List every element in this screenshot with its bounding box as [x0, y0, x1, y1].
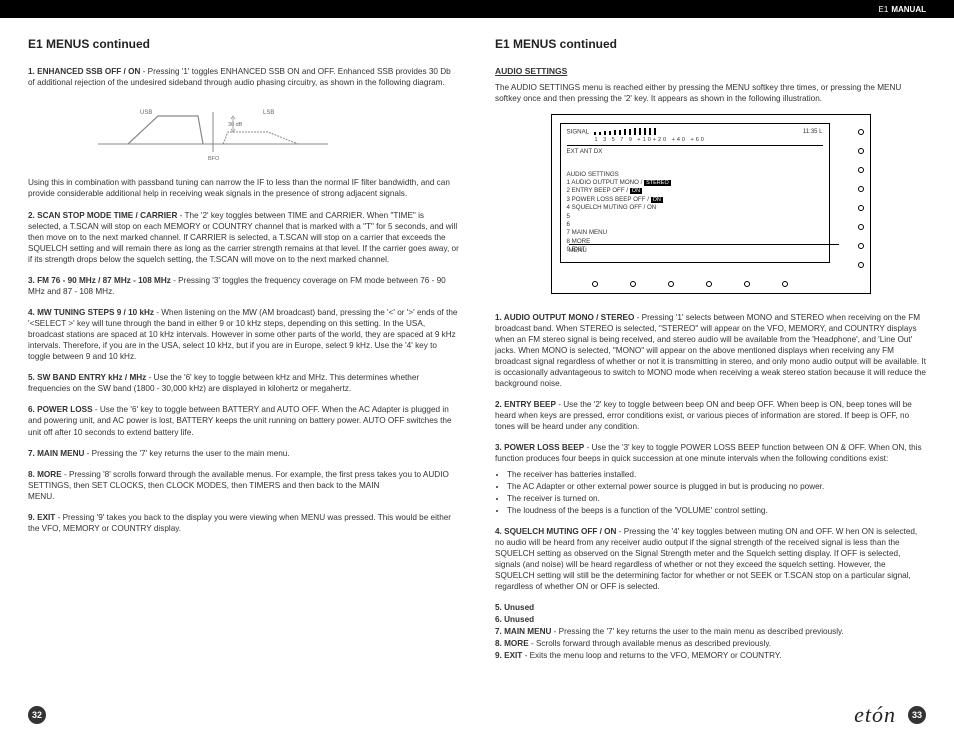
lcd-side-buttons — [858, 129, 864, 268]
bullet: The AC Adapter or other external power s… — [507, 481, 926, 492]
audio-settings-subhead: AUDIO SETTINGS — [495, 66, 926, 77]
right-item-9: 9. EXIT - Exits the menu loop and return… — [495, 650, 926, 661]
lcd-bottom-buttons — [592, 281, 788, 287]
brand-logo: etón — [854, 702, 896, 728]
svg-text:USB: USB — [140, 110, 152, 116]
left-item-1: 1. ENHANCED SSB OFF / ON - Pressing '1' … — [28, 66, 459, 88]
bullet: The loudness of the beeps is a function … — [507, 505, 926, 516]
right-item-5: 5. Unused — [495, 602, 926, 613]
left-item-7: 7. MAIN MENU - Pressing the '7' key retu… — [28, 448, 459, 459]
lcd-time: 11:35 L — [803, 128, 823, 136]
right-title: E1 MENUS continued — [495, 36, 926, 52]
ssb-diagram: USB LSB 30 dB BFO — [88, 104, 338, 164]
left-item-9: 9. EXIT - Pressing '9' takes you back to… — [28, 512, 459, 534]
right-item-4: 4. SQUELCH MUTING OFF / ON - Pressing th… — [495, 526, 926, 592]
page-number-right: 33 — [908, 706, 926, 724]
left-column: E1 MENUS continued 1. ENHANCED SSB OFF /… — [28, 36, 459, 661]
svg-text:BFO: BFO — [208, 156, 220, 162]
header-suffix: MANUAL — [891, 5, 926, 14]
bullet: The receiver is turned on. — [507, 493, 926, 504]
right-item-7: 7. MAIN MENU - Pressing the '7' key retu… — [495, 626, 926, 637]
left-item-8b: MENU. — [28, 491, 459, 502]
right-item-2: 2. ENTRY BEEP - Use the '2' key to toggl… — [495, 399, 926, 432]
header-prefix: E1 — [879, 5, 889, 14]
left-item-5: 5. SW BAND ENTRY kHz / MHz - Use the '6'… — [28, 372, 459, 394]
page-spread: E1 MENUS continued 1. ENHANCED SSB OFF /… — [0, 18, 954, 701]
left-item-3: 3. FM 76 - 90 MHz / 87 MHz - 108 MHz - P… — [28, 275, 459, 297]
page-number-left: 32 — [28, 706, 46, 724]
right-item-6: 6. Unused — [495, 614, 926, 625]
bullet: The receiver has batteries installed. — [507, 469, 926, 480]
right-item-8: 8. MORE - Scrolls forward through availa… — [495, 638, 926, 649]
left-item-6: 6. POWER LOSS - Use the '6' key to toggl… — [28, 404, 459, 437]
lcd-illustration: SIGNAL 11:35 L 1 3 5 7 9 +10+20 — [495, 114, 926, 294]
right-item-3: 3. POWER LOSS BEEP - Use the '3' key to … — [495, 442, 926, 464]
svg-text:30 dB: 30 dB — [228, 122, 243, 128]
lcd-ext: EXT ANT DX — [567, 145, 823, 156]
left-item-note: Using this in combination with passband … — [28, 177, 459, 199]
bullet-list: The receiver has batteries installed. Th… — [507, 469, 926, 516]
lcd-menu: AUDIO SETTINGS 1 AUDIO OUTPUT MONO / STE… — [567, 171, 823, 255]
lcd-menu-label: MENU — [569, 244, 839, 255]
left-title: E1 MENUS continued — [28, 36, 459, 52]
header-bar: E1 MANUAL — [0, 0, 954, 18]
left-item-8: 8. MORE - Pressing '8' scrolls forward t… — [28, 469, 459, 491]
right-item-1: 1. AUDIO OUTPUT MONO / STEREO - Pressing… — [495, 312, 926, 389]
left-item-2: 2. SCAN STOP MODE TIME / CARRIER - The '… — [28, 210, 459, 265]
lcd-signal-label: SIGNAL — [567, 128, 589, 135]
right-column: E1 MENUS continued AUDIO SETTINGS The AU… — [495, 36, 926, 661]
lcd-scale: 1 3 5 7 9 +10+20 +40 +60 — [595, 137, 823, 144]
svg-text:LSB: LSB — [263, 110, 274, 116]
right-intro: The AUDIO SETTINGS menu is reached eithe… — [495, 82, 926, 104]
left-item-4: 4. MW TUNING STEPS 9 / 10 kHz - When lis… — [28, 307, 459, 362]
